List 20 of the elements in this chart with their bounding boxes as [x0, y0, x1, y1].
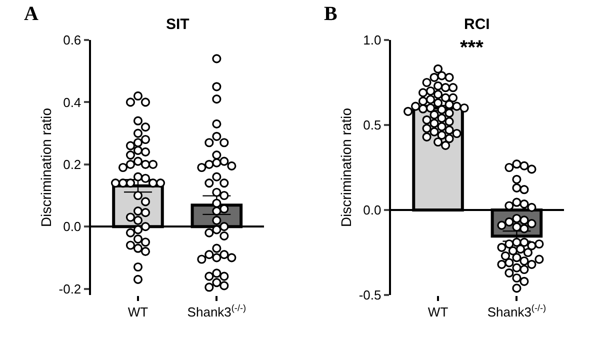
x-tick-label: WT — [128, 304, 148, 320]
y-tick-label: 0.5 — [363, 118, 382, 133]
y-tick-label: -0.2 — [58, 281, 82, 296]
x-tick-label: WT — [428, 304, 448, 320]
text: B — [324, 3, 338, 25]
y-tick-label: 0.0 — [63, 219, 82, 234]
y-tick-label: -0.5 — [358, 288, 382, 303]
y-axis-title: Discrimination ratio — [338, 108, 354, 228]
y-tick-label: 0.0 — [363, 202, 382, 218]
y-tick-label: 1.0 — [363, 32, 382, 48]
chart-title: SIT — [166, 16, 190, 33]
y-tick-label: 0.6 — [63, 32, 82, 48]
y-axis-title: Discrimination ratio — [38, 108, 54, 228]
chart-title: RCI — [464, 16, 490, 33]
x-tick-label: Shank3$^{(-/-)}$ — [487, 303, 546, 320]
y-tick-label: 0.4 — [63, 94, 82, 110]
y-tick-label: 0.2 — [63, 156, 82, 172]
x-tick-label: Shank3$^{(-/-)}$ — [187, 303, 246, 320]
text: A — [24, 3, 39, 25]
annotation: *** — [460, 37, 484, 59]
